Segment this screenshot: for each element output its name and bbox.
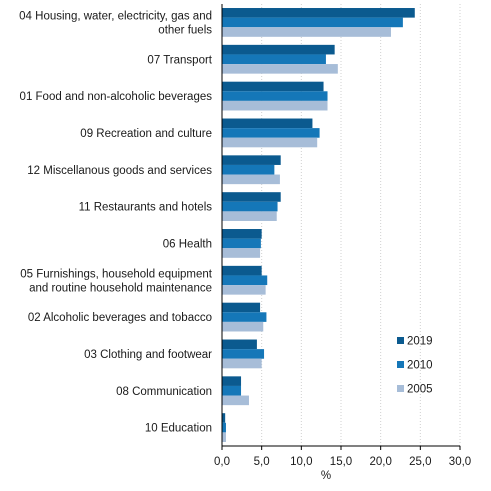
x-tick-label-4: 20,0 <box>369 456 391 468</box>
category-label-line: 10 Education <box>145 423 212 435</box>
category-label-4: 12 Miscellanous goods and services <box>27 165 212 177</box>
category-label-10: 08 Communication <box>116 386 212 398</box>
bars-layer <box>222 8 415 442</box>
legend: 2019 2010 2005 <box>397 336 433 396</box>
bar-2010-5 <box>222 201 278 212</box>
bar-2019-1 <box>222 44 335 55</box>
bar-2019-3 <box>222 118 313 129</box>
bar-2010-9 <box>222 349 265 359</box>
category-label-1: 07 Transport <box>147 54 212 66</box>
legend-label-2005: 2005 <box>407 384 433 396</box>
x-axis: 0,0 5,0 10,0 15,0 20,0 25,0 30,0 <box>214 4 471 468</box>
bar-2010-11 <box>222 422 226 433</box>
category-label-line: 07 Transport <box>147 54 212 66</box>
category-labels: 04 Housing, water, electricity, gas and o… <box>19 10 213 434</box>
bar-2019-9 <box>222 339 257 350</box>
category-label-line: 05 Furnishings, household equipment <box>20 268 213 280</box>
bar-2010-4 <box>222 164 275 175</box>
legend-label-2019: 2019 <box>407 336 433 348</box>
category-label-line: 09 Recreation and culture <box>80 128 212 140</box>
bar-2010-7 <box>222 275 268 286</box>
bar-2005-1 <box>222 64 338 74</box>
x-tick-label-1: 5,0 <box>254 456 270 468</box>
bar-2019-10 <box>222 376 242 386</box>
bar-2010-1 <box>222 54 326 65</box>
bar-2019-8 <box>222 302 261 313</box>
bar-2005-6 <box>222 248 261 258</box>
x-tick-label-2: 10,0 <box>290 456 312 468</box>
category-label-8: 02 Alcoholic beverages and tobacco <box>28 312 212 324</box>
category-label-line: 02 Alcoholic beverages and tobacco <box>28 312 212 324</box>
category-label-line: 12 Miscellanous goods and services <box>27 165 212 177</box>
category-label-line: other fuels <box>158 24 212 36</box>
bar-2005-8 <box>222 321 264 332</box>
category-label-line: 03 Clothing and footwear <box>84 349 212 361</box>
category-label-6: 06 Health <box>163 238 212 250</box>
category-label-line: 11 Restaurants and hotels <box>79 202 213 214</box>
bar-2010-8 <box>222 312 267 322</box>
legend-swatch-2010 <box>397 361 404 368</box>
bar-2019-6 <box>222 229 262 239</box>
bar-2019-4 <box>222 155 281 165</box>
category-label-3: 09 Recreation and culture <box>80 128 212 140</box>
category-label-line: 06 Health <box>163 238 212 250</box>
bar-2019-7 <box>222 265 262 276</box>
bar-2010-10 <box>222 385 242 396</box>
bar-2005-4 <box>222 174 280 185</box>
bar-2005-11 <box>222 432 226 442</box>
category-label-7: 05 Furnishings, household equipment and r… <box>20 268 213 294</box>
x-axis-title: % <box>321 470 331 482</box>
x-tick-label-3: 15,0 <box>330 456 352 468</box>
category-label-9: 03 Clothing and footwear <box>84 349 212 361</box>
category-label-line: 01 Food and non-alcoholic beverages <box>20 91 213 103</box>
category-label-11: 10 Education <box>145 423 212 435</box>
bar-2005-9 <box>222 358 262 369</box>
category-label-0: 04 Housing, water, electricity, gas and o… <box>19 10 212 36</box>
x-tick-label-6: 30,0 <box>449 456 471 468</box>
x-tick-label-0: 0,0 <box>214 456 230 468</box>
bar-2005-3 <box>222 137 318 148</box>
bar-2019-2 <box>222 81 324 92</box>
bar-2005-0 <box>222 27 391 37</box>
bar-2019-0 <box>222 8 415 18</box>
legend-swatch-2019 <box>397 337 404 344</box>
legend-label-2010: 2010 <box>407 360 433 372</box>
bar-2010-6 <box>222 238 261 249</box>
category-label-line: 08 Communication <box>116 386 212 398</box>
category-label-5: 11 Restaurants and hotels <box>79 202 213 214</box>
bar-2005-7 <box>222 285 266 295</box>
bar-2019-11 <box>222 413 226 423</box>
category-label-line: 04 Housing, water, electricity, gas and <box>19 10 212 22</box>
bar-2019-5 <box>222 192 281 202</box>
bar-2010-2 <box>222 91 328 101</box>
x-tick-label-5: 25,0 <box>409 456 431 468</box>
category-label-2: 01 Food and non-alcoholic beverages <box>20 91 213 103</box>
bar-2010-0 <box>222 17 403 28</box>
bar-2005-10 <box>222 395 249 406</box>
bar-2005-5 <box>222 211 277 221</box>
bar-2005-2 <box>222 100 328 111</box>
bar-2010-3 <box>222 128 320 138</box>
category-label-line: and routine household maintenance <box>29 282 212 294</box>
legend-swatch-2005 <box>397 385 404 392</box>
